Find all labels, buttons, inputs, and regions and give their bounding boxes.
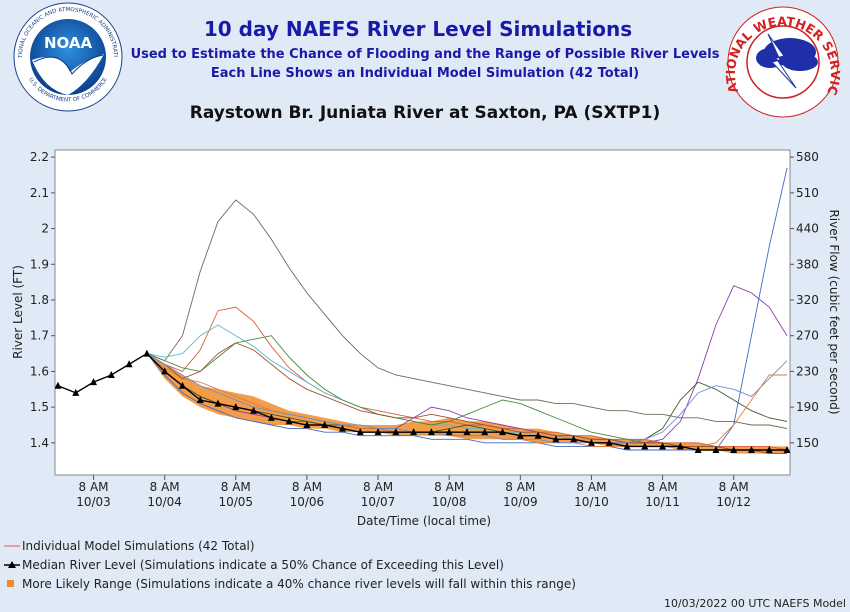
y2-tick-label: 510 <box>796 186 819 200</box>
x-tick-label: 8 AM 10/06 <box>290 480 325 509</box>
x-tick-label: 8 AM 10/05 <box>218 480 253 509</box>
median-marker <box>125 360 133 368</box>
legend-swatch <box>8 561 16 568</box>
median-marker <box>445 428 453 436</box>
x-tick-label: 8 AM 10/10 <box>574 480 609 509</box>
legend-label: Individual Model Simulations (42 Total) <box>22 539 255 553</box>
median-marker <box>321 421 329 428</box>
median-marker <box>90 378 98 386</box>
median-marker <box>623 442 631 450</box>
median-marker <box>587 438 595 446</box>
y2-tick-label: 320 <box>796 293 819 307</box>
y-tick-label: 2.2 <box>30 150 49 164</box>
median-marker <box>659 442 667 450</box>
median-marker <box>570 435 578 443</box>
median-marker <box>605 438 613 446</box>
y-tick-label: 1.9 <box>30 257 49 271</box>
simulation-line <box>146 285 788 444</box>
y-tick-label: 1.8 <box>30 293 49 307</box>
median-marker <box>250 406 258 414</box>
x-tick-label: 8 AM 10/03 <box>76 480 111 509</box>
y2-tick-label: 190 <box>796 400 819 414</box>
median-marker <box>143 349 151 357</box>
median-marker <box>481 428 489 436</box>
chart-title: Raystown Br. Juniata River at Saxton, PA… <box>190 103 660 123</box>
legend-label: More Likely Range (Simulations indicate … <box>22 577 576 591</box>
y-tick-label: 1.4 <box>30 436 49 450</box>
footer-note: 10/03/2022 00 UTC NAEFS Model <box>664 597 846 610</box>
y-axis-label: River Level (FT) <box>11 265 25 359</box>
y-tick-label: 2 <box>41 222 49 236</box>
y2-tick-label: 230 <box>796 364 819 378</box>
plot-layer <box>55 167 790 455</box>
y2-tick-label: 440 <box>796 222 819 236</box>
median-marker <box>196 396 204 403</box>
y2-axis-label: River Flow (cubic feet per second) <box>827 209 841 414</box>
median-marker <box>534 431 542 439</box>
x-tick-label: 8 AM 10/11 <box>645 480 680 509</box>
subtitle: Each Line Shows an Individual Model Simu… <box>211 66 639 81</box>
x-tick-label: 8 AM 10/07 <box>361 480 396 509</box>
median-marker <box>463 428 471 436</box>
median-marker <box>747 446 755 453</box>
x-axis-label: Date/Time (local time) <box>357 514 491 528</box>
median-marker <box>72 388 80 396</box>
noaa-name: NOAA <box>44 34 93 52</box>
y-tick-label: 1.6 <box>30 364 49 378</box>
y2-tick-label: 580 <box>796 150 819 164</box>
y-tick-label: 1.5 <box>30 400 49 414</box>
page-title: 10 day NAEFS River Level Simulations <box>204 17 632 41</box>
median-marker <box>712 446 720 453</box>
y-tick-label: 2.1 <box>30 186 49 200</box>
median-marker <box>783 446 790 453</box>
median-line <box>57 352 788 451</box>
median-marker <box>161 367 169 375</box>
x-tick-label: 8 AM 10/04 <box>147 480 182 509</box>
noaa-logo: NOAA NATIONAL OCEANIC AND ATMOSPHERIC AD… <box>0 0 123 112</box>
median-marker <box>730 446 738 453</box>
median-marker <box>338 424 346 432</box>
median-marker <box>356 428 364 436</box>
legend-label: Median River Level (Simulations indicate… <box>22 558 504 572</box>
median-marker <box>694 446 702 453</box>
median-marker <box>374 428 382 436</box>
median-marker <box>499 428 507 436</box>
simulation-line <box>146 167 788 451</box>
legend: Individual Model Simulations (42 Total) … <box>4 539 576 591</box>
median-marker <box>214 399 222 407</box>
y2-tick-label: 150 <box>796 436 819 450</box>
legend-swatch <box>7 580 14 587</box>
median-marker <box>641 442 649 450</box>
subtitle: Used to Estimate the Chance of Flooding … <box>131 47 720 62</box>
y-tick-label: 1.7 <box>30 329 49 343</box>
y2-tick-label: 380 <box>796 257 819 271</box>
y2-tick-label: 270 <box>796 329 819 343</box>
median-marker <box>107 371 115 378</box>
median-marker <box>392 428 400 436</box>
x-tick-label: 8 AM 10/09 <box>503 480 538 509</box>
median-marker <box>765 446 773 453</box>
simulation-line <box>146 199 788 430</box>
median-marker <box>303 421 311 428</box>
median-marker <box>232 403 240 411</box>
median-marker <box>410 428 418 436</box>
median-marker <box>55 381 62 389</box>
median-marker <box>676 442 684 450</box>
x-tick-label: 8 AM 10/08 <box>432 480 467 509</box>
median-marker <box>516 431 524 439</box>
median-marker <box>427 428 435 436</box>
median-marker <box>178 381 186 389</box>
x-tick-label: 8 AM 10/12 <box>716 480 751 509</box>
median-marker <box>267 413 275 421</box>
median-marker <box>285 417 293 425</box>
median-marker <box>552 435 560 443</box>
